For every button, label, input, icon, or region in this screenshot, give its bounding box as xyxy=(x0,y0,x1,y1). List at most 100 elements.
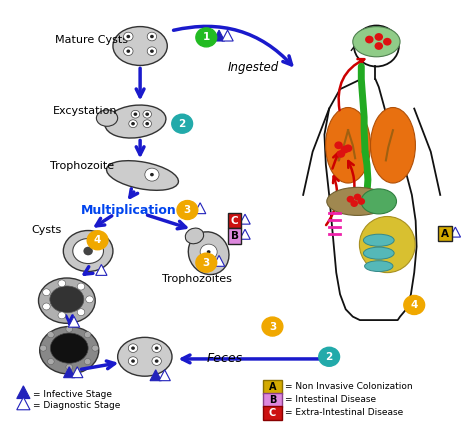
Circle shape xyxy=(86,296,93,303)
Circle shape xyxy=(383,38,392,45)
Ellipse shape xyxy=(353,26,400,57)
Circle shape xyxy=(134,113,137,116)
Ellipse shape xyxy=(327,187,388,216)
Circle shape xyxy=(350,200,358,207)
Text: = Diagnostic Stage: = Diagnostic Stage xyxy=(33,401,120,410)
Text: B: B xyxy=(231,231,238,241)
Text: 1: 1 xyxy=(203,32,210,42)
Text: Multiplication: Multiplication xyxy=(81,204,176,216)
Polygon shape xyxy=(213,30,225,41)
Text: Trophozoite: Trophozoite xyxy=(50,161,114,171)
Text: C: C xyxy=(231,216,238,226)
Circle shape xyxy=(145,168,159,181)
Circle shape xyxy=(47,359,54,365)
Circle shape xyxy=(127,49,130,53)
Circle shape xyxy=(84,359,91,365)
Text: 3: 3 xyxy=(269,322,276,332)
Text: 2: 2 xyxy=(179,119,186,129)
Text: B: B xyxy=(269,395,276,405)
Polygon shape xyxy=(213,255,225,266)
Circle shape xyxy=(147,32,156,41)
Circle shape xyxy=(150,49,154,53)
Circle shape xyxy=(131,359,135,363)
Circle shape xyxy=(262,317,283,336)
Circle shape xyxy=(92,345,99,351)
Ellipse shape xyxy=(371,107,415,183)
Ellipse shape xyxy=(96,110,118,126)
Text: A: A xyxy=(269,382,276,392)
Ellipse shape xyxy=(361,189,397,214)
Circle shape xyxy=(365,36,374,43)
Circle shape xyxy=(196,253,217,272)
Polygon shape xyxy=(194,203,206,213)
Text: Trophozoites: Trophozoites xyxy=(162,274,232,284)
Circle shape xyxy=(337,150,345,158)
Text: = Extra-Intestinal Disease: = Extra-Intestinal Disease xyxy=(285,408,403,417)
Circle shape xyxy=(143,110,152,118)
FancyBboxPatch shape xyxy=(263,380,283,394)
Circle shape xyxy=(77,283,85,290)
Circle shape xyxy=(77,309,85,316)
Circle shape xyxy=(87,231,108,250)
Circle shape xyxy=(127,35,130,38)
Text: Excystation: Excystation xyxy=(53,106,117,116)
Circle shape xyxy=(47,332,54,338)
Polygon shape xyxy=(64,367,75,378)
Ellipse shape xyxy=(359,216,415,273)
Ellipse shape xyxy=(105,105,166,138)
Ellipse shape xyxy=(50,333,88,363)
Text: C: C xyxy=(269,408,276,418)
Text: = Intestinal Disease: = Intestinal Disease xyxy=(285,395,376,404)
Circle shape xyxy=(344,145,352,152)
Ellipse shape xyxy=(107,161,178,191)
Circle shape xyxy=(374,42,383,50)
Circle shape xyxy=(43,303,50,310)
Circle shape xyxy=(66,326,73,332)
Circle shape xyxy=(43,289,50,296)
Circle shape xyxy=(58,280,65,287)
Ellipse shape xyxy=(364,234,394,246)
Text: Cysts: Cysts xyxy=(31,225,62,235)
Circle shape xyxy=(129,120,137,128)
Ellipse shape xyxy=(326,107,371,183)
Circle shape xyxy=(66,364,73,370)
Circle shape xyxy=(143,120,152,128)
Circle shape xyxy=(357,198,365,205)
Text: 3: 3 xyxy=(184,205,191,215)
Polygon shape xyxy=(240,214,250,224)
Circle shape xyxy=(150,173,154,176)
Circle shape xyxy=(131,122,135,126)
Ellipse shape xyxy=(364,247,394,259)
Circle shape xyxy=(155,359,158,363)
Circle shape xyxy=(319,347,339,366)
Circle shape xyxy=(404,295,425,314)
Circle shape xyxy=(146,113,149,116)
Ellipse shape xyxy=(73,239,103,264)
Circle shape xyxy=(84,332,91,338)
Text: 4: 4 xyxy=(94,235,101,245)
Circle shape xyxy=(354,194,361,200)
Polygon shape xyxy=(240,229,250,239)
Circle shape xyxy=(131,110,140,118)
Polygon shape xyxy=(17,386,30,398)
Circle shape xyxy=(131,346,135,350)
Polygon shape xyxy=(68,316,80,327)
Ellipse shape xyxy=(185,228,204,244)
Ellipse shape xyxy=(38,278,95,323)
Text: Feces: Feces xyxy=(207,352,243,365)
Circle shape xyxy=(155,346,158,350)
Circle shape xyxy=(177,200,198,220)
Ellipse shape xyxy=(40,326,99,374)
Polygon shape xyxy=(150,370,161,381)
Circle shape xyxy=(374,33,383,41)
Polygon shape xyxy=(159,370,170,381)
Circle shape xyxy=(147,47,156,55)
Polygon shape xyxy=(17,397,30,410)
Polygon shape xyxy=(450,227,461,237)
Text: 3: 3 xyxy=(203,258,210,268)
Text: = Infective Stage: = Infective Stage xyxy=(33,390,112,399)
Circle shape xyxy=(152,344,161,352)
Circle shape xyxy=(340,146,349,153)
FancyBboxPatch shape xyxy=(263,393,283,407)
Ellipse shape xyxy=(118,337,172,376)
